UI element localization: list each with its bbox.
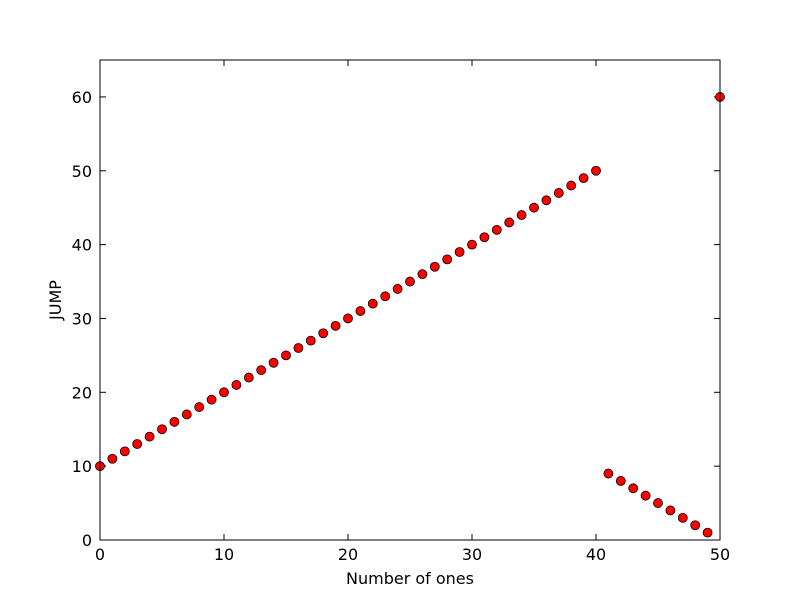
- point: [181, 409, 192, 420]
- point: [690, 520, 701, 531]
- y-tick-label: 50: [72, 162, 92, 181]
- x-tick-label: 0: [95, 545, 105, 564]
- point: [107, 453, 118, 464]
- point: [566, 180, 577, 191]
- x-tick-label: 30: [462, 545, 482, 564]
- x-tick-label: 20: [338, 545, 358, 564]
- x-tick-label: 40: [586, 545, 606, 564]
- y-tick-label: 30: [72, 309, 92, 328]
- point: [504, 217, 515, 228]
- point: [516, 210, 527, 220]
- point: [219, 387, 229, 398]
- point: [119, 446, 130, 457]
- point: [343, 313, 353, 324]
- plot-frame: [99, 59, 721, 541]
- point: [318, 328, 329, 339]
- point: [132, 439, 143, 449]
- point: [392, 284, 403, 294]
- point: [194, 402, 205, 412]
- point: [293, 343, 304, 353]
- point: [268, 357, 279, 368]
- point: [206, 394, 217, 405]
- point: [677, 512, 688, 523]
- point: [479, 232, 490, 243]
- point: [640, 490, 651, 501]
- x-axis-label: Number of ones: [346, 569, 474, 588]
- point: [628, 483, 639, 494]
- point: [467, 239, 477, 250]
- point: [417, 269, 428, 280]
- x-tick-label: 10: [214, 545, 234, 564]
- point: [355, 306, 366, 316]
- y-tick-label: 10: [72, 457, 92, 476]
- point: [256, 365, 267, 376]
- y-tick-label: 20: [72, 383, 92, 402]
- point: [429, 261, 440, 272]
- point: [144, 431, 155, 442]
- point: [243, 372, 254, 383]
- point: [578, 173, 589, 184]
- point: [591, 165, 601, 176]
- point: [405, 276, 415, 287]
- point: [367, 298, 378, 309]
- y-tick-label: 40: [72, 236, 92, 255]
- point: [231, 380, 242, 390]
- point: [330, 320, 341, 331]
- point: [491, 224, 502, 235]
- point: [281, 350, 291, 361]
- y-tick-label: 60: [72, 88, 92, 107]
- point: [157, 424, 167, 435]
- point: [442, 254, 453, 265]
- point: [454, 247, 465, 257]
- point: [541, 195, 552, 206]
- point: [653, 498, 663, 508]
- point: [615, 476, 626, 486]
- point: [529, 202, 539, 213]
- point: [702, 527, 713, 538]
- point: [169, 416, 180, 427]
- point: [305, 335, 316, 346]
- point: [553, 188, 564, 198]
- x-tick-label: 50: [710, 545, 730, 564]
- y-tick-label: 0: [82, 531, 92, 550]
- point: [603, 468, 614, 479]
- point: [665, 505, 676, 516]
- point: [380, 291, 391, 302]
- y-axis-label: JUMP: [46, 280, 65, 321]
